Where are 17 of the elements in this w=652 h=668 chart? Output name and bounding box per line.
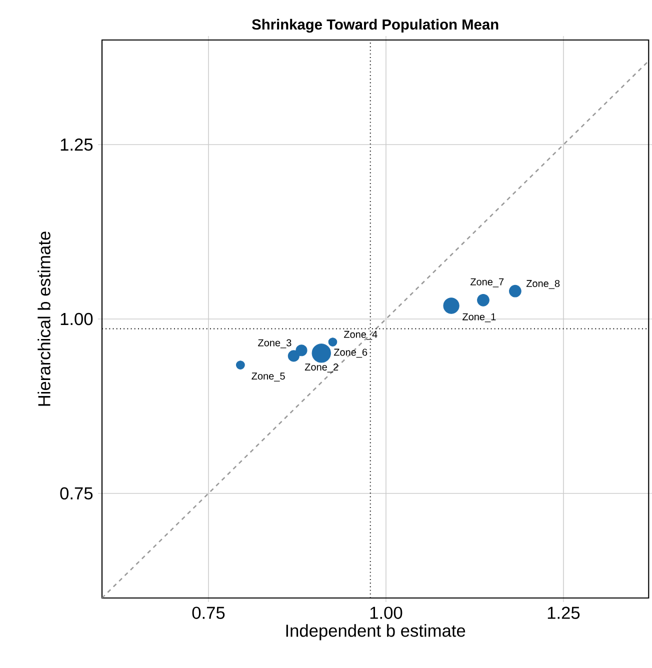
annotation: Zone_3 — [258, 339, 292, 348]
y-tick-label: 1.00 — [60, 312, 93, 326]
y-tick-label: 0.75 — [60, 487, 93, 500]
x-axis-title: Independent b estimate — [286, 624, 466, 640]
y-axis-title: Hierarchical b estimate — [38, 232, 50, 406]
annotation: Zone_2 — [304, 363, 338, 372]
chart-title: Shrinkage Toward Population Mean — [252, 18, 498, 33]
x-tick-label: 1.00 — [370, 606, 402, 619]
annotation: Zone_8 — [526, 280, 560, 289]
annotation: Zone_1 — [462, 313, 496, 322]
annotation: Zone_6 — [334, 348, 368, 358]
annotation: Zone_4 — [344, 330, 378, 340]
y-tick-label: 1.25 — [60, 138, 93, 151]
annotation: Zone_5 — [252, 372, 285, 382]
x-tick-label: 0.75 — [192, 606, 225, 619]
annotation: Zone_7 — [470, 278, 504, 288]
x-tick-label: 1.25 — [548, 606, 580, 619]
